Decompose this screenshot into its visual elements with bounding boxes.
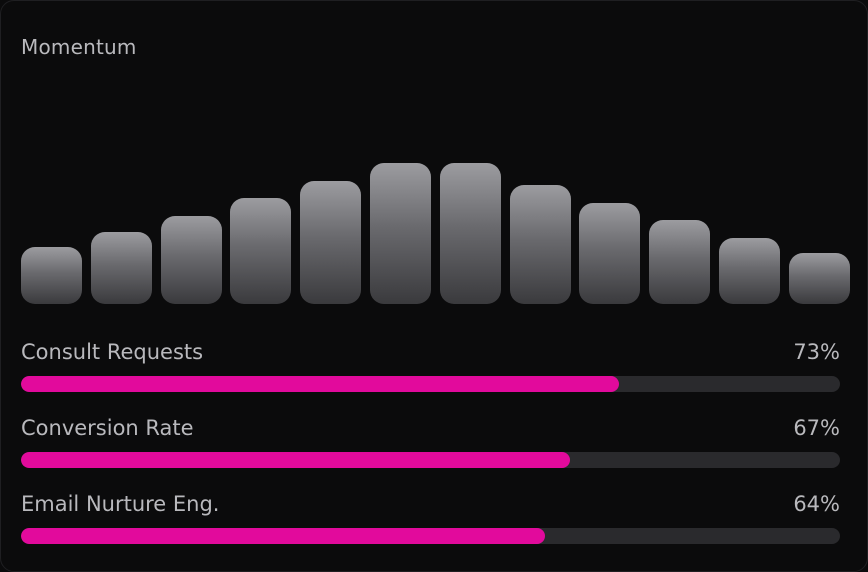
momentum-bar (719, 238, 780, 304)
progress-fill (21, 452, 570, 468)
progress-fill (21, 528, 545, 544)
momentum-bar (788, 253, 850, 304)
momentum-bar (509, 185, 571, 304)
progress-track (21, 528, 840, 544)
momentum-bar (300, 181, 362, 304)
momentum-bar (579, 203, 641, 304)
metric-label: Email Nurture Eng. (21, 492, 220, 516)
momentum-bar (649, 220, 711, 304)
momentum-bars (21, 151, 850, 304)
momentum-bar (370, 163, 431, 304)
progress-fill (21, 376, 619, 392)
momentum-bar (439, 163, 501, 304)
momentum-bar (160, 216, 222, 304)
metric-value: 64% (793, 492, 840, 516)
metric-label: Consult Requests (21, 340, 204, 364)
progress-track (21, 452, 840, 468)
metric-label: Conversion Rate (21, 416, 194, 440)
metric-value: 67% (793, 416, 840, 440)
progress-track (21, 376, 840, 392)
card-title: Momentum (21, 35, 137, 59)
momentum-bar (21, 247, 82, 304)
momentum-bar (230, 198, 292, 304)
metric-value: 73% (793, 340, 840, 364)
momentum-bar (90, 232, 152, 304)
